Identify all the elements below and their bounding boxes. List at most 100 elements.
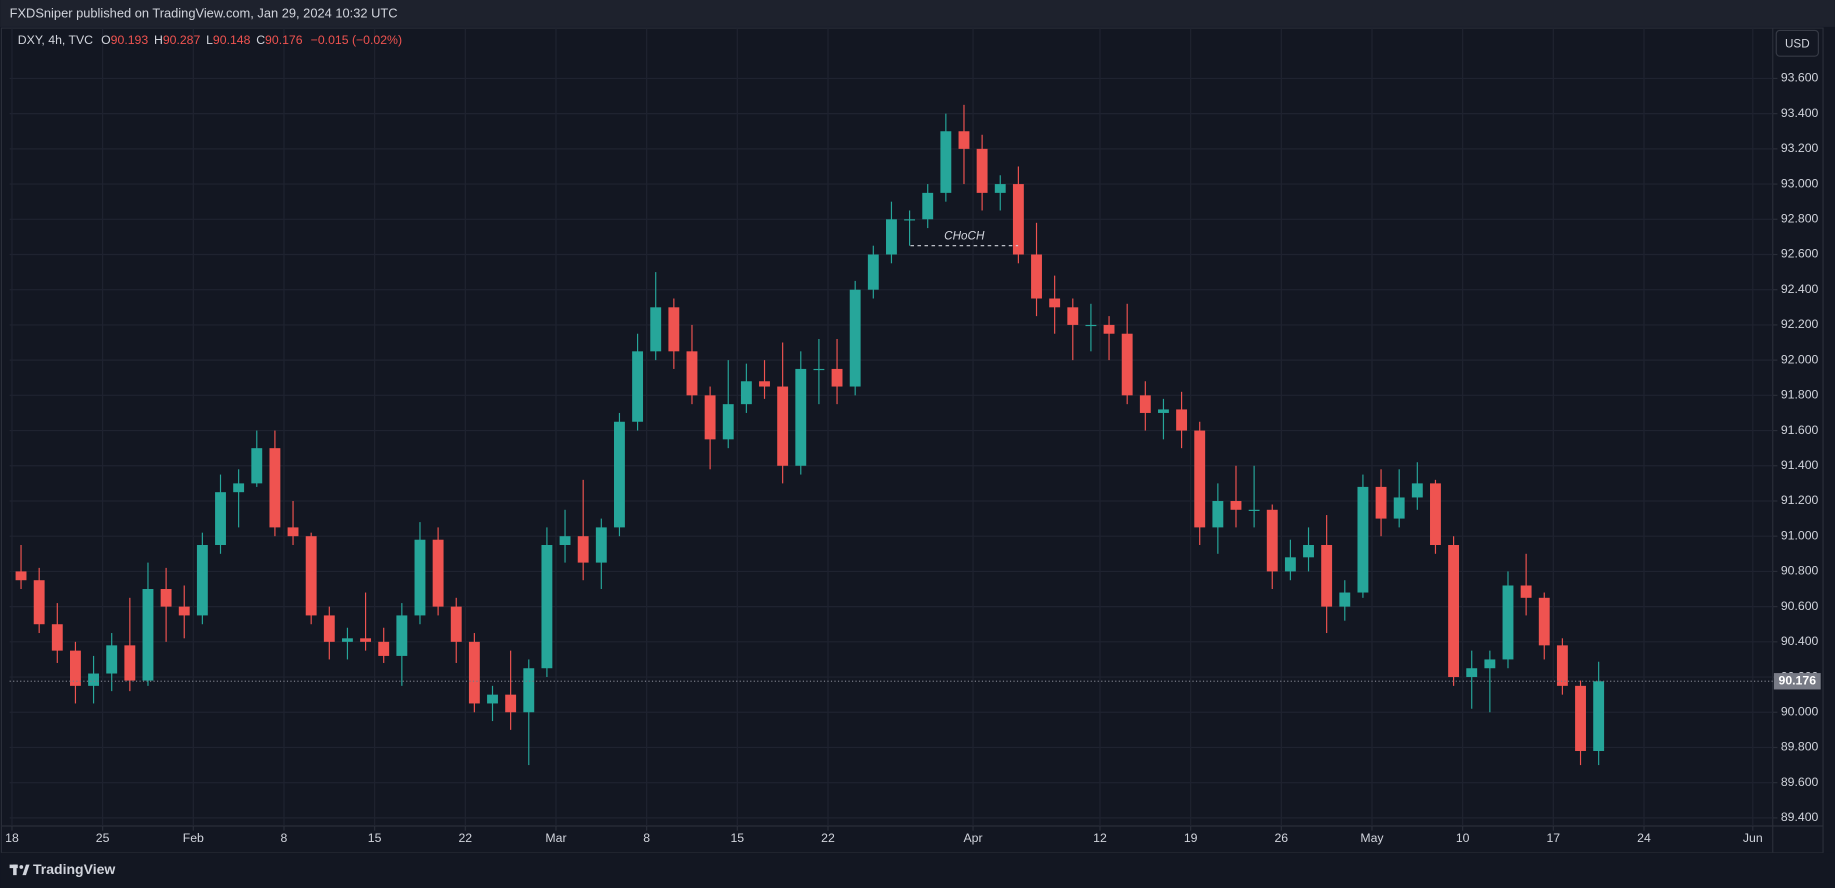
candle-body: [1556, 645, 1568, 686]
currency-label[interactable]: USD: [1785, 38, 1810, 51]
candle-body: [505, 694, 517, 713]
y-tick-label: 93.600: [1781, 71, 1819, 85]
x-tick-label: 17: [1546, 831, 1560, 845]
y-tick-label: 92.200: [1781, 317, 1819, 331]
candle-body: [686, 351, 698, 396]
candle-body: [432, 539, 444, 607]
y-tick-label: 89.600: [1781, 775, 1819, 789]
candle-body: [704, 395, 716, 440]
candle-body: [559, 536, 571, 545]
candle-body: [378, 641, 390, 656]
candle-body: [1484, 659, 1496, 669]
y-tick-label: 91.800: [1781, 388, 1819, 402]
candle-body: [196, 544, 208, 616]
brand-name: TradingView: [33, 861, 115, 877]
candle-body: [813, 368, 825, 371]
candles: CHoCH: [9, 104, 1773, 766]
candle-body: [740, 381, 752, 405]
y-tick-label: 92.000: [1781, 352, 1819, 366]
currency-button[interactable]: [1775, 29, 1819, 57]
candle-body: [976, 148, 988, 193]
candle-body: [487, 694, 498, 704]
candle-body: [1303, 544, 1314, 558]
legend-change: −0.015 (−0.02%): [311, 33, 402, 47]
footer-bar: [0, 852, 1835, 888]
candle-body: [1103, 324, 1115, 334]
x-tick-label: 10: [1456, 831, 1470, 845]
y-tick-label: 93.000: [1781, 176, 1819, 190]
candle-body: [341, 638, 353, 642]
candle-body: [958, 131, 970, 149]
candle-body: [849, 289, 861, 387]
candle-body: [15, 571, 27, 581]
x-tick-label: 24: [1637, 831, 1651, 845]
candle-body: [269, 448, 281, 528]
candle-body: [1031, 254, 1042, 299]
candle-body: [886, 219, 897, 255]
candle-body: [1012, 184, 1024, 255]
grid: [9, 28, 1773, 826]
y-tick-label: 89.400: [1781, 810, 1819, 824]
candle-body: [233, 483, 245, 493]
candle-body: [1121, 333, 1133, 396]
legend-c: 90.176: [265, 33, 303, 47]
x-tick-label: 18: [5, 831, 19, 845]
candle-body: [323, 615, 335, 642]
candle-body: [595, 527, 607, 563]
candle-body: [722, 404, 734, 440]
legend-l-label: L: [206, 33, 213, 47]
x-tick-label: Feb: [183, 831, 204, 845]
candle-body: [1339, 592, 1351, 607]
logo-part: [19, 865, 24, 869]
candle-body: [1284, 557, 1296, 572]
x-tick-label: 12: [1093, 831, 1107, 845]
candle-body: [251, 448, 263, 484]
candle-body: [1520, 585, 1532, 598]
candle-body: [940, 131, 952, 193]
x-tick-label: 26: [1274, 831, 1288, 845]
x-tick-label: Mar: [545, 831, 566, 845]
candle-body: [1194, 430, 1206, 528]
y-tick-label: 91.400: [1781, 458, 1819, 472]
legend-o-label: O: [101, 33, 111, 47]
candle-body: [1411, 483, 1423, 498]
candle-body: [124, 645, 136, 681]
y-tick-label: 91.000: [1781, 528, 1819, 542]
candle-body: [922, 192, 934, 220]
x-tick-label: Jun: [1743, 831, 1763, 845]
candle-body: [1321, 544, 1333, 607]
y-tick-label: 90.400: [1781, 634, 1819, 648]
candle-body: [1049, 298, 1061, 308]
publisher-text: FXDSniper published on TradingView.com, …: [10, 5, 398, 20]
logo-part: [13, 864, 17, 876]
candle-body: [777, 386, 789, 466]
candle-body: [142, 589, 154, 681]
x-tick-label: 22: [821, 831, 835, 845]
candle-body: [1357, 486, 1369, 593]
candle-body: [1085, 324, 1097, 327]
legend-h-label: H: [154, 33, 163, 47]
y-tick-label: 91.200: [1781, 493, 1819, 507]
y-tick-label: 92.800: [1781, 212, 1819, 226]
candle-body: [287, 527, 299, 537]
x-tick-label: 8: [643, 831, 650, 845]
x-tick-label: May: [1360, 831, 1384, 845]
candle-body: [305, 536, 317, 616]
candle-body: [69, 650, 81, 686]
candle-body: [1393, 497, 1405, 519]
y-tick-label: 91.600: [1781, 423, 1819, 437]
y-tick-label: 90.000: [1781, 705, 1819, 719]
candle-body: [1575, 685, 1586, 751]
candle-body: [650, 307, 662, 352]
candle-body: [88, 673, 100, 686]
logo-part: [22, 864, 30, 876]
candle-body: [867, 254, 879, 290]
candle-body: [1248, 509, 1260, 511]
candle-body: [468, 641, 480, 704]
brand-logo: [9, 864, 30, 876]
candle-body: [178, 606, 190, 616]
legend-c-label: C: [256, 33, 265, 47]
candle-body: [1230, 500, 1242, 510]
